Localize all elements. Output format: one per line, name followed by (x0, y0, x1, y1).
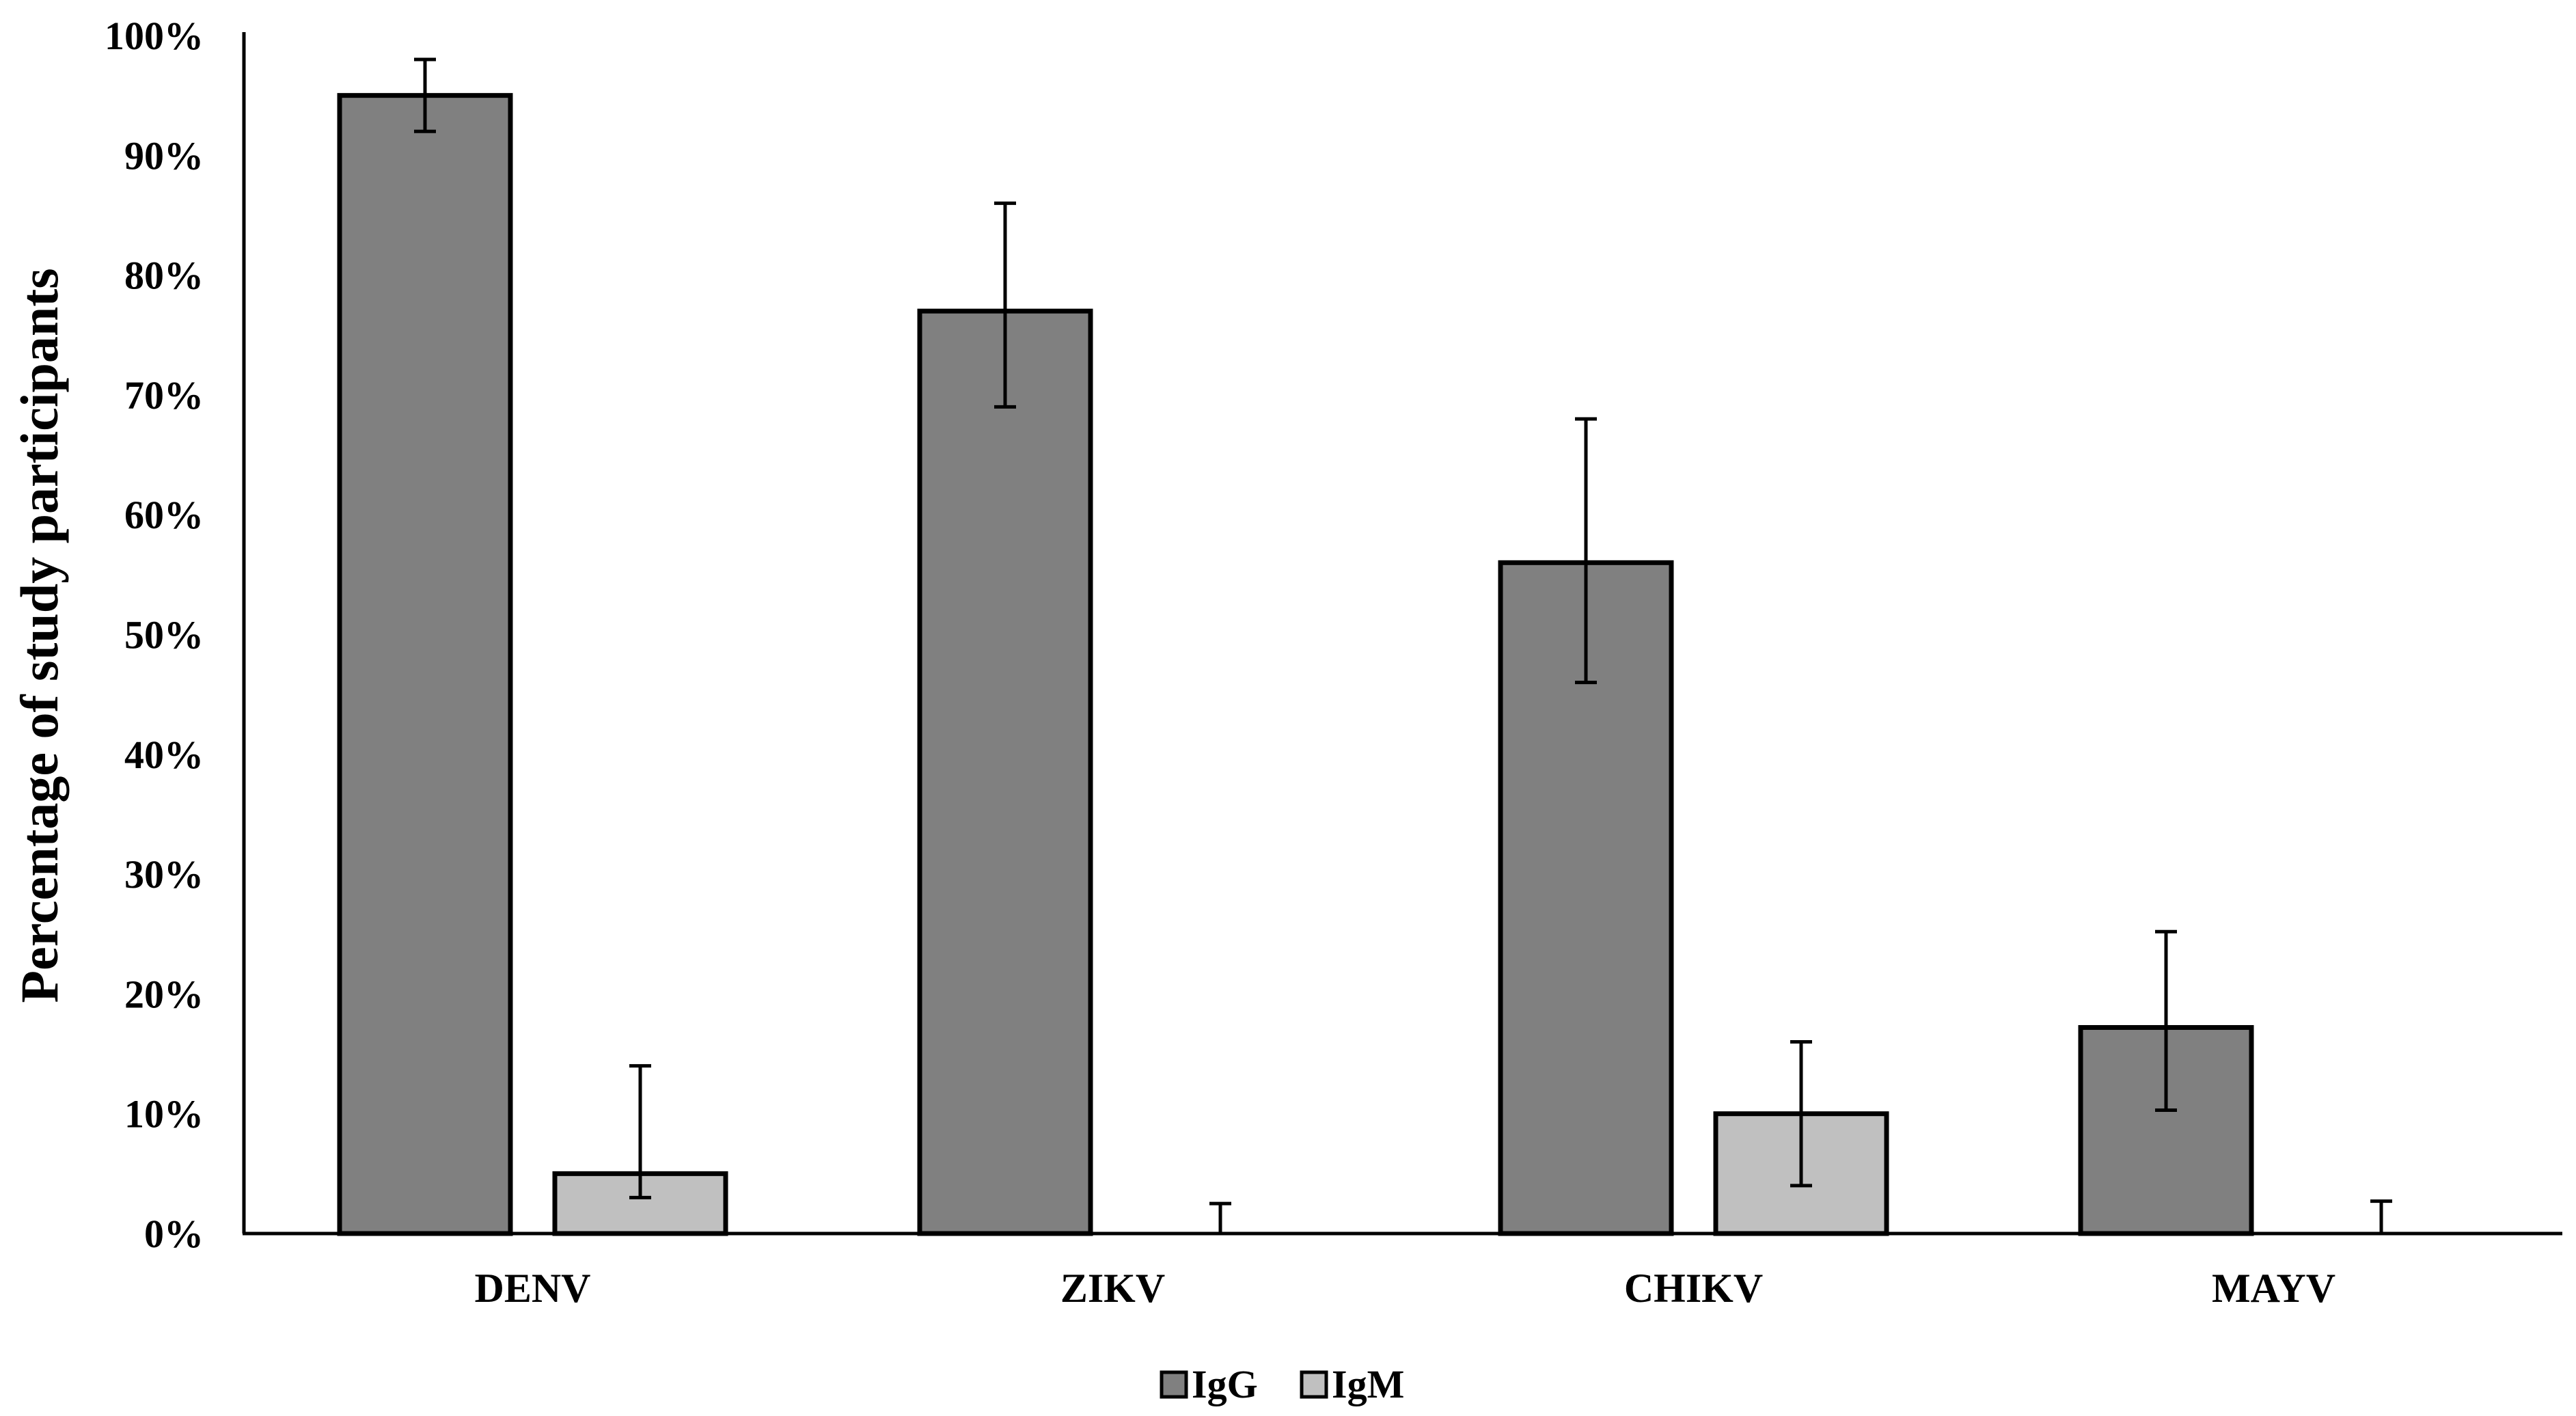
bar-igg-zikv (917, 308, 1093, 1236)
x-category-label: ZIKV (1060, 1266, 1165, 1311)
y-tick-label: 50% (124, 613, 204, 657)
x-category-label: CHIKV (1624, 1266, 1763, 1311)
legend-label-igm: IgM (1332, 1362, 1404, 1406)
y-tick-labels: 0% 10% 20% 30% 40% 50% 60% 70% 80% 90% 100% (105, 14, 204, 1256)
legend-swatch-igm (1300, 1370, 1328, 1399)
y-axis-title-group: Percentage of study participants (10, 268, 69, 1003)
y-tick-label: 70% (124, 373, 204, 418)
y-tick-label: 0% (144, 1212, 204, 1256)
y-tick-label: 90% (124, 133, 204, 178)
x-category-label: MAYV (2212, 1266, 2335, 1311)
legend-label-igg: IgG (1192, 1362, 1258, 1406)
legend-swatch-igg (1160, 1370, 1188, 1399)
bar-igg-mayv (2078, 1024, 2254, 1236)
error-bars (414, 57, 2392, 1234)
y-tick-label: 10% (124, 1092, 204, 1136)
bar-igg-denv (337, 93, 513, 1236)
y-tick-label: 100% (105, 14, 204, 58)
y-tick-label: 20% (124, 972, 204, 1016)
y-tick-label: 30% (124, 852, 204, 897)
legend: IgG IgM (1160, 1362, 1404, 1406)
y-tick-label: 80% (124, 254, 204, 298)
x-category-labels: DENV ZIKV CHIKV MAYV (474, 1266, 2335, 1311)
x-category-label: DENV (474, 1266, 590, 1311)
y-tick-label: 60% (124, 493, 204, 537)
y-tick-label: 40% (124, 733, 204, 777)
bars (337, 93, 2254, 1236)
y-axis-title: Percentage of study participants (10, 268, 69, 1003)
